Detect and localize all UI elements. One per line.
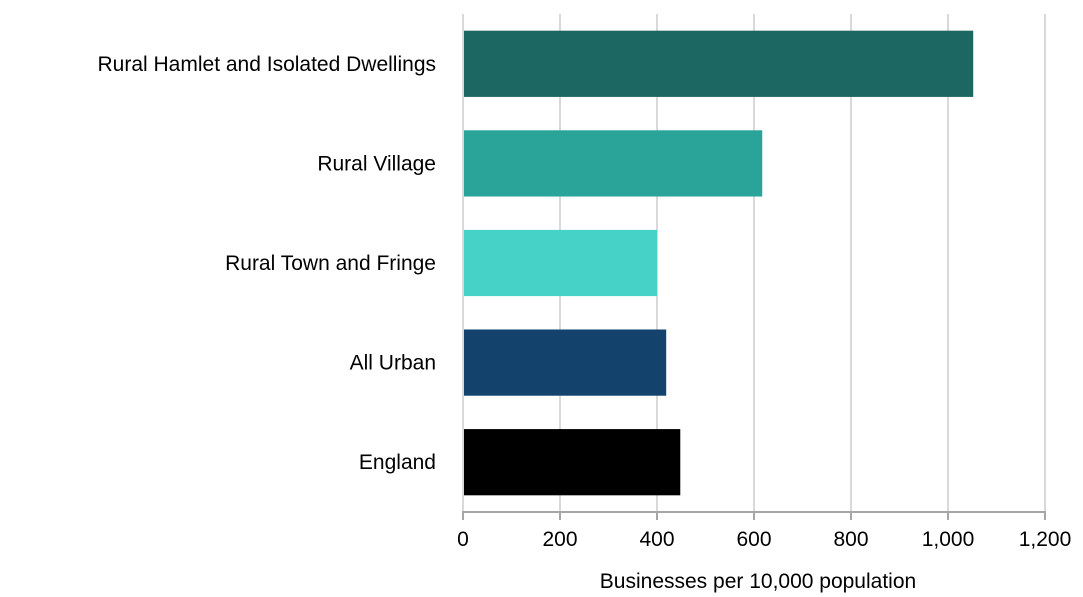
category-label: All Urban (350, 352, 436, 375)
bar (463, 329, 667, 396)
category-label: Rural Village (317, 152, 436, 175)
x-tick-label: 200 (542, 528, 577, 551)
x-tick-label: 600 (736, 528, 771, 551)
bar (463, 130, 763, 197)
x-axis-title: Businesses per 10,000 population (600, 570, 916, 593)
x-tick-labels: 0 200 400 600 800 1,000 1,200 (457, 528, 1071, 551)
bar (463, 30, 974, 97)
category-labels: Rural Hamlet and Isolated Dwellings Rural… (98, 53, 437, 474)
category-label: Rural Hamlet and Isolated Dwellings (98, 53, 437, 76)
x-tick-label: 1,200 (1019, 528, 1072, 551)
x-axis (462, 14, 1046, 520)
gridlines (559, 14, 1046, 512)
x-tick-label: 1,000 (922, 528, 975, 551)
x-tick-label: 400 (639, 528, 674, 551)
bar (463, 429, 681, 496)
bar (463, 229, 657, 297)
bars (463, 30, 974, 496)
category-label: England (359, 451, 436, 474)
x-tick-label: 800 (833, 528, 868, 551)
category-label: Rural Town and Fringe (225, 252, 436, 275)
x-tick-label: 0 (457, 528, 469, 551)
